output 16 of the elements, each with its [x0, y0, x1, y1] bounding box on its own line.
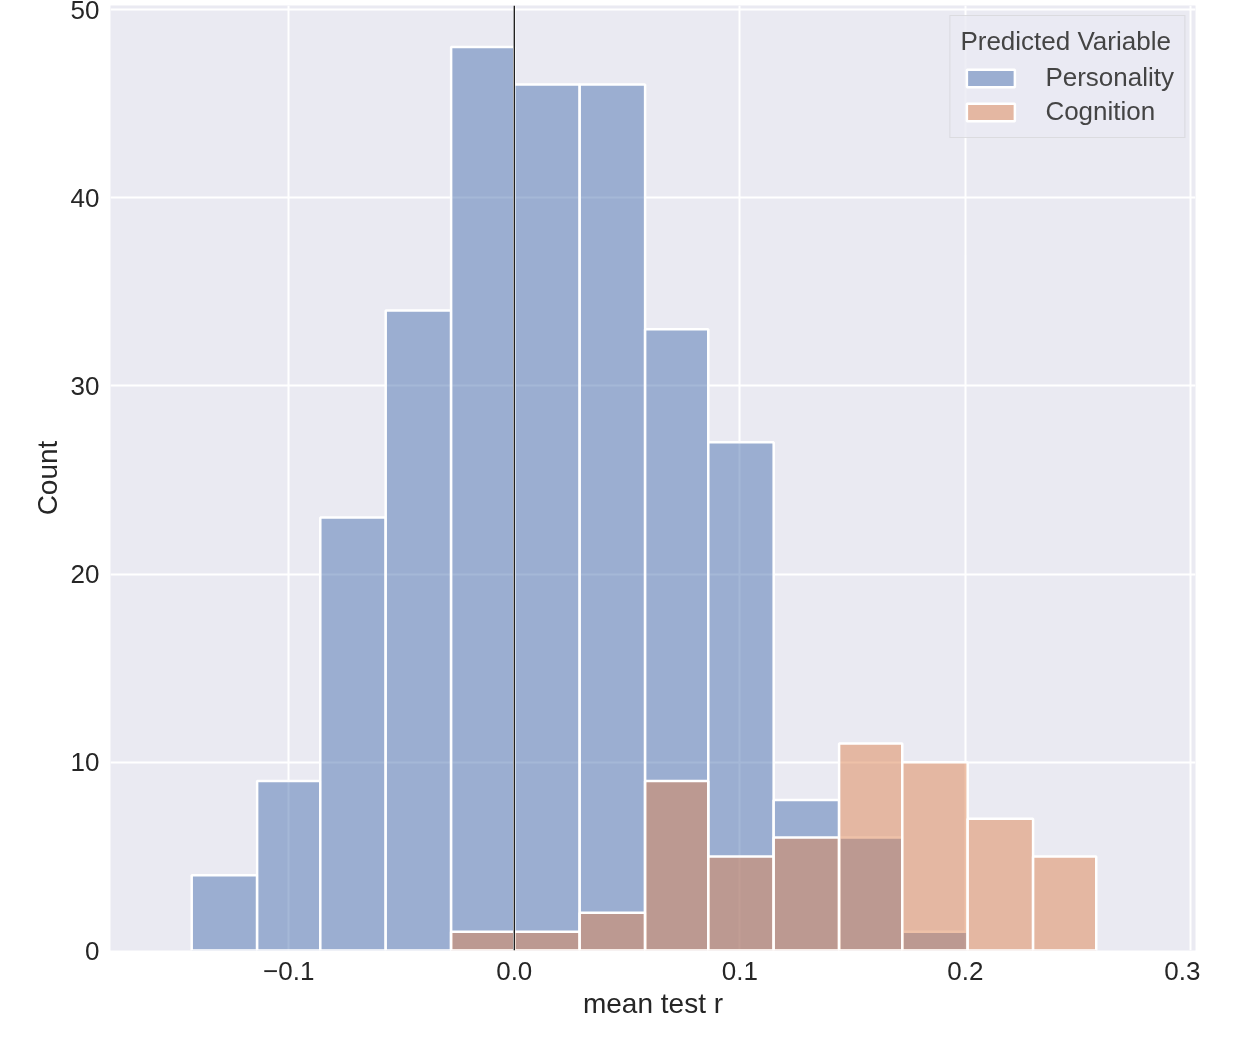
- x-axis-title: mean test r: [582, 987, 724, 1019]
- legend-label: Personality: [1045, 62, 1174, 93]
- y-tick-label: 10: [70, 747, 100, 778]
- x-tick-label: 0.3: [1164, 955, 1201, 986]
- y-axis-title: Count: [31, 440, 63, 516]
- legend-label: Cognition: [1045, 96, 1156, 127]
- y-tick-label: 30: [70, 370, 100, 401]
- y-tick-label: 20: [70, 559, 100, 590]
- y-tick-label: 50: [70, 0, 100, 25]
- x-tick-label: 0.2: [947, 955, 984, 986]
- y-tick-label: 0: [85, 935, 100, 966]
- x-tick-label: −0.1: [263, 955, 315, 986]
- x-tick-label: 0.0: [496, 955, 533, 986]
- y-tick-label: 40: [70, 182, 100, 213]
- legend-title: Predicted Variable: [960, 26, 1172, 57]
- x-tick-label: 0.1: [721, 955, 758, 986]
